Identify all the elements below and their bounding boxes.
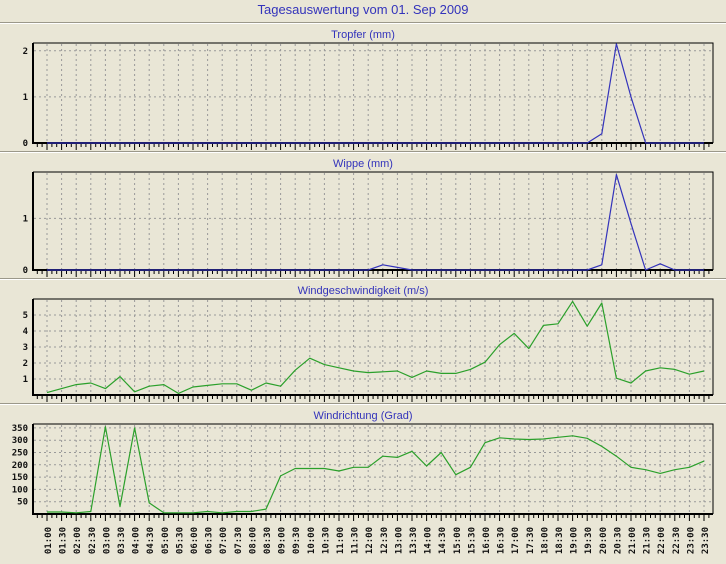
x-tick-label: 10:30	[321, 527, 331, 554]
chart-block-windgeschwindigkeit: Windgeschwindigkeit (m/s) 1 2 3 4 5	[0, 280, 726, 403]
x-tick-label: 13:00	[394, 527, 404, 554]
x-tick-label: 19:00	[570, 527, 580, 554]
y-tick-label: 250	[12, 449, 28, 459]
y-tick-label: 2	[23, 47, 28, 57]
x-tick-label: 19:30	[584, 527, 594, 554]
x-tick-label: 06:30	[205, 527, 215, 554]
chart-block-tropfer: Tropfer (mm) 0 1 2	[0, 24, 726, 151]
y-tick-label: 5	[23, 311, 28, 321]
x-tick-label: 01:00	[44, 527, 54, 554]
x-tick-label: 16:30	[497, 527, 507, 554]
wippe-line-chart: 01	[23, 171, 714, 277]
y-tick-label: 200	[12, 461, 28, 471]
y-tick-label: 350	[12, 424, 28, 434]
windgeschwindigkeit-line-chart: 1 2 3 4 5	[23, 298, 714, 402]
plot-border	[33, 171, 714, 270]
plot-border	[33, 42, 714, 143]
y-tick-label: 100	[12, 485, 28, 495]
x-tick-label: 11:00	[336, 527, 346, 554]
x-tick-label: 05:00	[161, 527, 171, 554]
x-tick-label: 04:30	[146, 527, 156, 554]
axes	[32, 172, 713, 271]
y-tick-label: 1	[23, 214, 28, 224]
x-tick-label: 01:30	[59, 527, 69, 554]
plot-border	[33, 423, 714, 514]
x-tick-label: 05:30	[175, 527, 185, 554]
separator	[0, 278, 726, 280]
x-tick-label: 21:30	[643, 527, 653, 554]
tropfer-line-chart: 0 1 2	[23, 42, 714, 150]
y-tick-label: 300	[12, 436, 28, 446]
x-tick-label: 15:30	[467, 527, 477, 554]
chart-title-windgeschwindigkeit: Windgeschwindigkeit (m/s)	[297, 285, 429, 297]
x-tick-label: 08:00	[248, 527, 258, 554]
chart-title-tropfer: Tropfer (mm)	[331, 29, 395, 41]
x-tick-label: 08:30	[263, 527, 273, 554]
x-tick-label: 22:30	[672, 527, 682, 554]
x-tick-label: 09:30	[292, 527, 302, 554]
x-tick-label: 12:00	[365, 527, 375, 554]
x-tick-label: 13:30	[409, 527, 419, 554]
axes	[32, 299, 713, 396]
x-tick-label: 07:00	[219, 527, 229, 554]
x-tick-label: 12:30	[380, 527, 390, 554]
x-tick-label: 17:00	[511, 527, 521, 554]
x-tick-label: 09:00	[278, 527, 288, 554]
separator	[0, 151, 726, 153]
page-title: Tagesauswertung vom 01. Sep 2009	[257, 2, 469, 17]
x-tick-label: 15:00	[453, 527, 463, 554]
x-tick-label: 06:00	[190, 527, 200, 554]
separator	[0, 22, 726, 24]
axes	[32, 43, 713, 144]
x-tick-label: 18:30	[555, 527, 565, 554]
x-tick-label: 18:00	[540, 527, 550, 554]
x-tick-label: 21:00	[628, 527, 638, 554]
y-tick-label: 0	[23, 266, 28, 276]
x-tick-label: 02:00	[73, 527, 83, 554]
y-tick-label: 3	[23, 343, 28, 353]
data-line	[46, 300, 705, 395]
y-tick-label: 0	[23, 139, 28, 149]
x-tick-label: 22:00	[657, 527, 667, 554]
x-tick-label: 23:30	[701, 527, 711, 554]
x-tick-label: 23:00	[686, 527, 696, 554]
x-tick-label: 02:30	[88, 527, 98, 554]
x-tick-label: 20:30	[613, 527, 623, 554]
plot-border	[33, 298, 714, 395]
x-tick-label: 14:30	[438, 527, 448, 554]
chart-title-wippe: Wippe (mm)	[333, 158, 393, 170]
windrichtung-line-chart: 50 100 150 200 250 300 350 01:00 01:30 02:00 02:30…	[12, 423, 714, 554]
y-tick-label: 50	[17, 498, 28, 508]
chart-title-windrichtung: Windrichtung (Grad)	[313, 410, 413, 422]
x-tick-label: 16:00	[482, 527, 492, 554]
y-tick-label: 1	[23, 93, 28, 103]
x-tick-label: 03:30	[117, 527, 127, 554]
x-tick-label: 17:30	[526, 527, 536, 554]
y-tick-label: 4	[23, 327, 29, 337]
data-line	[47, 173, 704, 271]
x-tick-label: 03:00	[102, 527, 112, 554]
x-tick-label: 20:00	[599, 527, 609, 554]
y-tick-label: 150	[12, 473, 28, 483]
x-tick-label: 04:00	[132, 527, 142, 554]
x-tick-label: 10:00	[307, 527, 317, 554]
separator	[0, 403, 726, 405]
y-tick-label: 1	[23, 375, 28, 385]
chart-block-windrichtung: Windrichtung (Grad) 50 100 150 200 250 300 350…	[0, 405, 726, 564]
x-tick-label: 07:30	[234, 527, 244, 554]
data-line	[47, 426, 705, 514]
data-line	[47, 43, 704, 144]
y-tick-label: 2	[23, 359, 28, 369]
x-tick-label: 11:30	[351, 527, 361, 554]
axes	[32, 424, 713, 515]
x-tick-label: 14:00	[424, 527, 434, 554]
